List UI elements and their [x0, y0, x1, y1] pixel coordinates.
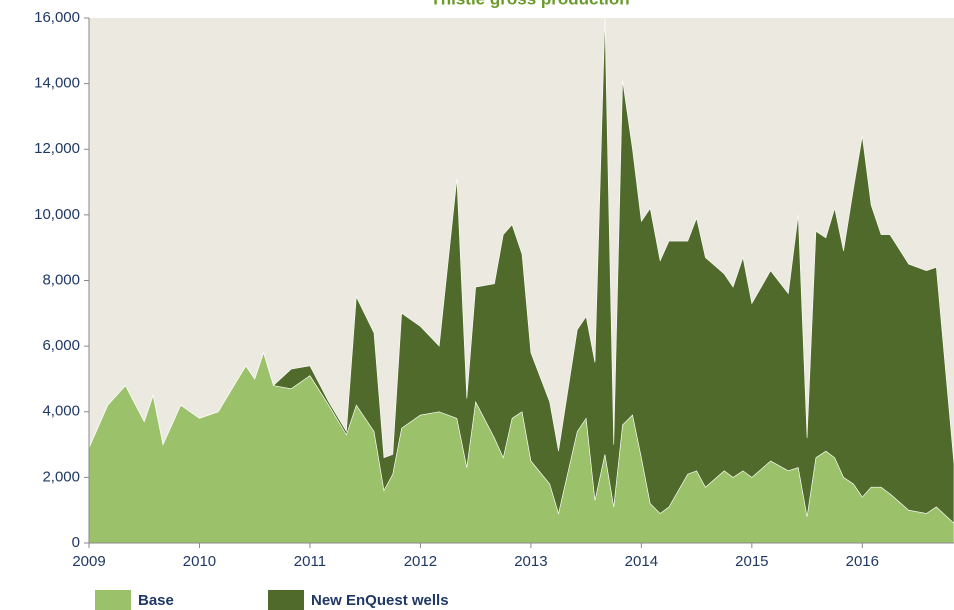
legend-swatch	[95, 590, 131, 610]
y-tick-label: 0	[72, 534, 80, 551]
chart-title: Thistle gross production	[430, 0, 629, 8]
legend-label: Base	[138, 592, 174, 609]
x-tick-label: 2016	[846, 553, 879, 570]
x-tick-label: 2013	[514, 553, 547, 570]
x-tick-label: 2012	[404, 553, 437, 570]
y-tick-label: 12,000	[34, 140, 80, 157]
y-tick-label: 4,000	[42, 403, 80, 420]
area	[88, 17, 954, 524]
y-tick-label: 10,000	[34, 206, 80, 223]
x-tick-label: 2009	[72, 553, 105, 570]
x-tick-label: 2014	[625, 553, 658, 570]
x-tick-label: 2011	[294, 553, 326, 570]
y-tick-label: 2,000	[42, 468, 80, 485]
x-tick-label: 2015	[735, 553, 768, 570]
legend-label: New EnQuest wells	[311, 592, 449, 609]
y-tick-label: 6,000	[42, 337, 80, 354]
x-tick-label: 2010	[183, 553, 216, 570]
legend-swatch	[268, 590, 304, 610]
y-tick-label: 16,000	[34, 9, 80, 26]
y-tick-label: 14,000	[34, 75, 80, 92]
y-tick-label: 8,000	[42, 271, 80, 288]
